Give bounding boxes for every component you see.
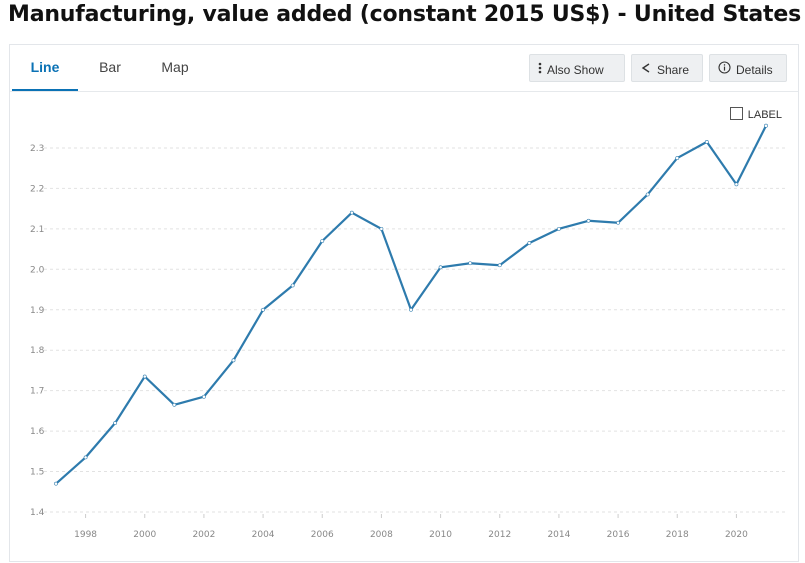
data-point [409,307,413,312]
data-point [349,210,354,215]
data-point [438,265,443,270]
x-tick-label: 2014 [547,530,570,540]
data-point [113,421,118,425]
data-point [527,241,532,245]
tab-bar-chart[interactable]: Bar [99,59,121,75]
data-point [586,218,591,223]
data-point [54,481,58,486]
data-point [142,374,147,379]
data-point [675,156,680,160]
x-tick-label: 1998 [74,530,97,540]
data-point [616,220,620,225]
data-point [764,123,768,128]
label-toggle[interactable]: LABEL [729,107,782,121]
y-tick-label: 1.4 [30,508,45,518]
data-point [379,226,384,231]
x-tick-label: 2012 [488,530,511,540]
data-point [172,402,177,407]
series-line [55,125,767,485]
info-icon [718,56,731,84]
x-tick-label: 2020 [725,530,748,540]
x-tick-label: 2004 [252,530,275,540]
data-point [83,455,88,460]
label-checkbox[interactable] [729,107,743,120]
data-point [497,263,502,268]
data-point [261,307,265,312]
data-point [734,182,739,187]
x-tick-label: 2002 [192,530,215,540]
share-icon [640,56,652,84]
x-tick-label: 2006 [311,530,334,540]
y-tick-label: 2.0 [30,265,45,275]
details-button[interactable]: Details [709,54,787,82]
y-tick-label: 2.3 [30,144,44,154]
data-point [320,239,325,243]
also-show-label: Also Show [547,62,604,77]
x-tick-label: 2000 [133,530,156,540]
x-tick-label: 2016 [607,530,630,540]
data-point [202,394,206,399]
x-tick-label: 2008 [370,530,393,540]
chart-panel: Line Bar Map Also Show Share Details LAB… [9,44,799,562]
y-tick-label: 1.5 [30,468,44,478]
details-label: Details [736,62,773,77]
share-label: Share [657,62,690,77]
share-button[interactable]: Share [631,54,703,82]
y-tick-label: 1.7 [30,387,44,397]
data-point [645,192,650,197]
x-tick-label: 2010 [429,530,452,540]
data-point [468,261,473,266]
label-toggle-text: LABEL [747,109,782,121]
y-tick-label: 1.8 [30,346,45,356]
data-point [704,139,709,144]
x-tick-label: 2018 [666,530,689,540]
tab-line[interactable]: Line [12,45,78,91]
y-tick-label: 1.6 [30,427,45,437]
data-point [231,358,236,363]
data-point [557,226,561,231]
also-show-button[interactable]: Also Show [529,54,625,82]
y-tick-label: 2.2 [30,184,44,194]
tab-bar: Line Bar Map Also Show Share Details [10,45,798,92]
page-title: Manufacturing, value added (constant 201… [8,2,801,27]
tab-map[interactable]: Map [161,59,189,75]
data-point [290,283,295,288]
vertical-dots-icon [538,56,542,84]
y-tick-label: 1.9 [30,306,45,316]
y-tick-label: 2.1 [30,225,44,235]
